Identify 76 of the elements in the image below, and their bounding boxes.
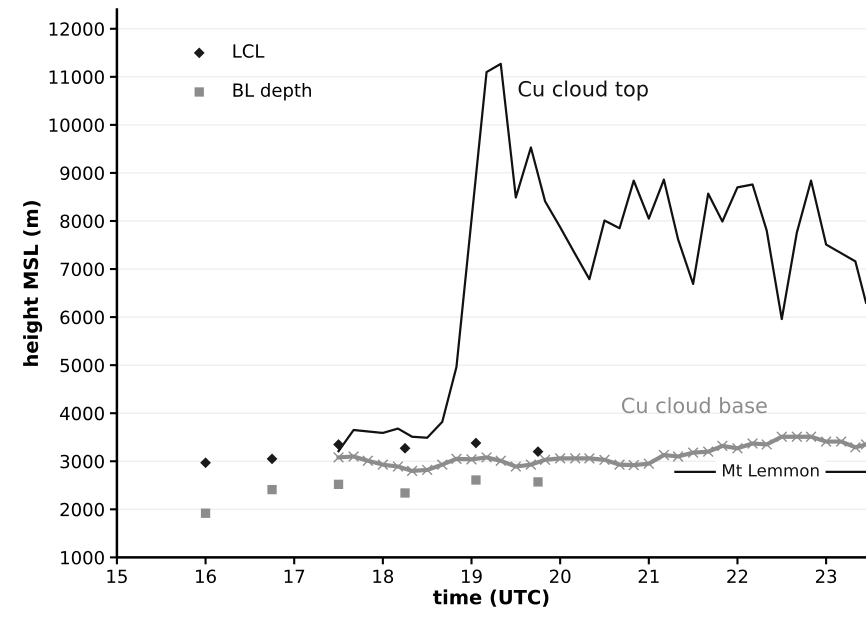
y-tick-label: 3000	[60, 454, 104, 468]
point	[533, 477, 543, 487]
point	[614, 459, 626, 470]
point	[333, 439, 344, 450]
point	[436, 459, 448, 470]
y-tick-label: 7000	[60, 262, 104, 276]
point	[820, 436, 832, 448]
legend-label: BL depth	[234, 83, 311, 100]
y-tick-label: 12000	[50, 22, 104, 36]
point	[598, 454, 610, 466]
point	[688, 447, 699, 458]
point	[791, 431, 802, 442]
point	[525, 459, 536, 470]
x-tick-label: 20	[550, 570, 570, 584]
y-tick-label: 2000	[60, 502, 104, 516]
point	[406, 465, 418, 476]
x-tick-label: 19	[462, 570, 482, 584]
point	[392, 460, 404, 472]
point	[584, 452, 595, 464]
point	[628, 460, 640, 471]
point	[267, 484, 277, 494]
point	[495, 455, 506, 466]
point	[672, 450, 684, 462]
point	[702, 446, 714, 458]
y-tick-label: 4000	[60, 406, 104, 420]
point	[377, 459, 388, 470]
y-tick-label: 8000	[60, 214, 104, 228]
y-axis-title: height MSL (m)	[23, 201, 42, 366]
x-tick-label: 17	[284, 570, 304, 583]
point	[466, 454, 478, 465]
point	[643, 458, 654, 470]
point	[471, 475, 481, 485]
point	[805, 431, 817, 442]
point	[570, 452, 581, 464]
x-axis-title: time (UTC)	[433, 589, 548, 607]
y-tick-label: 5000	[60, 358, 104, 372]
x-tick-label: 15	[107, 570, 127, 584]
point	[532, 446, 544, 458]
point	[554, 452, 566, 464]
point	[716, 440, 728, 452]
point	[836, 436, 847, 448]
point	[334, 480, 344, 489]
x-tick-label: 22	[727, 570, 748, 583]
x-tick-label: 16	[196, 570, 216, 584]
point	[746, 438, 758, 450]
y-tick-label: 1000	[61, 550, 104, 564]
point	[362, 455, 374, 466]
point	[200, 457, 211, 468]
point	[348, 450, 360, 462]
y-tick-label: 6000	[60, 310, 104, 324]
y-tick-label: 10000	[50, 118, 104, 132]
point	[776, 431, 788, 442]
point	[400, 488, 410, 498]
point	[200, 508, 210, 518]
series-label: Cu cloud top	[518, 80, 648, 101]
legend-label: LCL	[234, 44, 264, 58]
point	[732, 442, 744, 454]
point	[540, 454, 551, 466]
series-label: Mt Lemmon	[722, 464, 819, 477]
point	[470, 438, 482, 448]
point	[332, 452, 344, 463]
y-tick-label: 11000	[50, 70, 104, 84]
point	[400, 442, 410, 454]
point	[266, 453, 278, 464]
x-tick-label: 21	[638, 570, 659, 583]
y-tick-label: 9000	[60, 166, 104, 180]
point	[422, 464, 433, 476]
x-tick-label: 23	[816, 570, 836, 584]
point	[510, 460, 522, 472]
point	[761, 438, 772, 450]
point	[450, 453, 462, 464]
line-series	[337, 62, 866, 452]
x-tick-label: 18	[373, 570, 394, 584]
point	[658, 449, 670, 461]
point	[481, 452, 492, 463]
series-label: Cu cloud base	[622, 397, 767, 414]
